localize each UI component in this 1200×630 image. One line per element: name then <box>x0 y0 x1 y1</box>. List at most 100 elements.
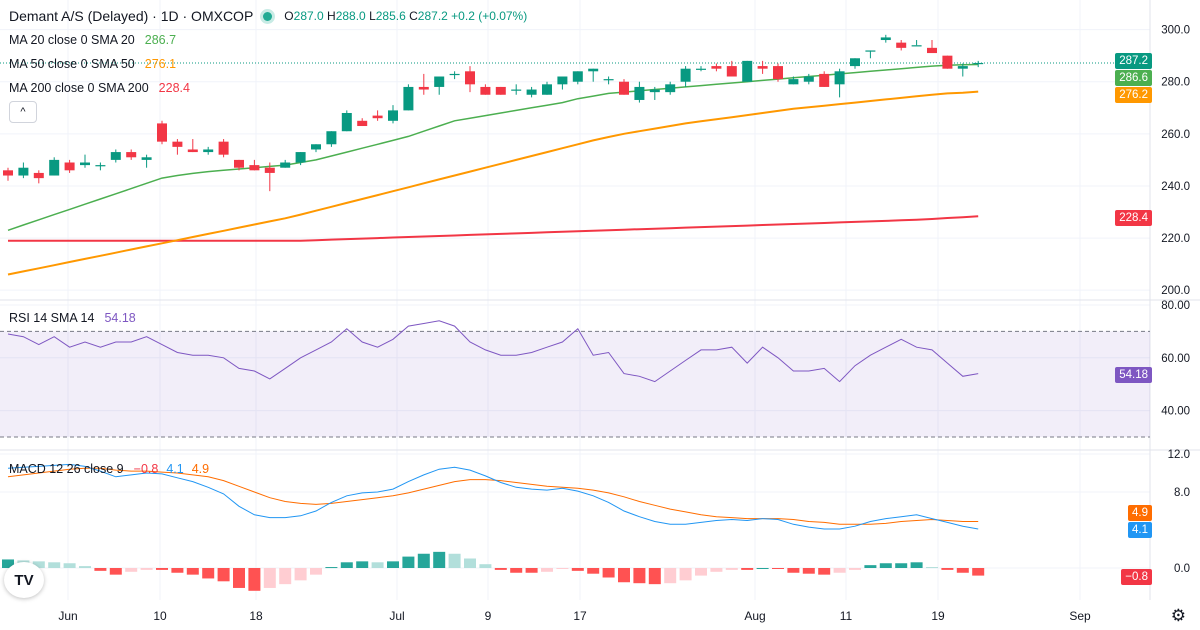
candle-body <box>249 165 260 171</box>
candle-body <box>141 157 152 160</box>
macd-hist-bar <box>818 568 831 575</box>
macd-hist-bar <box>63 563 76 568</box>
macd-hist-bar <box>571 568 584 571</box>
candle-body <box>588 68 599 72</box>
ma200-price-tag: 228.4 <box>1115 210 1152 226</box>
macd-hist-bar <box>402 556 415 568</box>
price-tick-label: 220.0 <box>1161 233 1190 245</box>
candle-body <box>234 159 244 168</box>
macd-hist-bar <box>772 568 784 569</box>
candle-body <box>896 42 907 48</box>
time-tick-label: Aug <box>744 609 765 623</box>
indicator-lines <box>0 62 1150 530</box>
candle-body <box>157 123 167 142</box>
candle-body <box>341 112 352 132</box>
macd-hist-bar <box>664 568 677 584</box>
candle-body <box>526 89 537 95</box>
macd-hist-bar <box>849 568 861 570</box>
candle-body <box>572 71 583 82</box>
macd-hist-bar <box>371 562 384 568</box>
legend-macd[interactable]: MACD 12 26 close 9 −0.8 4.1 4.9 <box>9 462 209 476</box>
candle-body <box>942 55 953 69</box>
change-value: +0.2 (+0.07%) <box>451 9 528 23</box>
candle-body <box>388 110 398 121</box>
collapse-legend-button[interactable]: ^ <box>9 101 37 123</box>
candle-body <box>172 141 183 147</box>
macd-hist-bar <box>741 568 754 570</box>
macd-hist-bar <box>48 562 61 568</box>
time-tick-label: Sep <box>1069 609 1091 623</box>
price-tick-label: 300.0 <box>1161 25 1190 37</box>
candle-body <box>80 162 90 166</box>
macd-hist-bar <box>464 558 476 568</box>
macd-hist-bar <box>417 553 430 568</box>
signal-price-tag: 4.9 <box>1128 505 1152 521</box>
tradingview-logo[interactable]: TV <box>4 562 44 598</box>
macd-line <box>7 463 979 530</box>
candle-body <box>742 60 753 82</box>
macd-signal-value: 4.9 <box>191 462 210 476</box>
macd-hist-bar <box>356 561 369 568</box>
macd-hist-bar <box>79 566 91 568</box>
candle-body <box>726 66 737 77</box>
legend-ma50[interactable]: MA 50 close 0 SMA 50 276.1 <box>9 57 176 71</box>
candle-body <box>696 68 706 70</box>
candle-body <box>33 172 44 179</box>
macd-hist-bar <box>448 553 461 568</box>
legend-ma20[interactable]: MA 20 close 0 SMA 20 286.7 <box>9 33 176 47</box>
candle-body <box>757 66 768 69</box>
legend-header: Demant A/S (Delayed) · 1D · OMXCOP O287.… <box>9 8 527 24</box>
macd-hist-bar <box>479 564 492 568</box>
candle-body <box>403 86 414 111</box>
macd-hist-bar <box>294 568 307 581</box>
macd-hist-bar <box>186 568 199 575</box>
candle-body <box>49 159 60 176</box>
candle-body <box>665 84 676 93</box>
macd-hist-bar <box>956 568 969 573</box>
legend-rsi[interactable]: RSI 14 SMA 14 54.18 <box>9 311 136 325</box>
candle-body <box>95 165 106 167</box>
low-label: L <box>369 9 376 23</box>
candle-body <box>557 76 568 85</box>
macd-histogram <box>2 551 985 591</box>
candle-body <box>634 86 645 100</box>
macd-hist-bar <box>633 568 646 584</box>
price-candles <box>3 34 984 192</box>
ma50-label: MA 50 close 0 SMA 50 <box>9 57 135 71</box>
macd-hist-bar <box>156 568 168 570</box>
high-label: H <box>327 9 336 23</box>
macd-hist-bar <box>310 568 322 575</box>
ma200-label: MA 200 close 0 SMA 200 <box>9 81 149 95</box>
ma200-line <box>8 215 979 242</box>
chevron-up-icon: ^ <box>20 106 26 118</box>
macd-hist-bar <box>725 568 738 570</box>
rsi-line <box>7 320 979 383</box>
rsi-price-tag: 54.18 <box>1115 367 1152 383</box>
candle-body <box>773 66 783 80</box>
rsi-band <box>0 330 1150 438</box>
price-tick-label: 240.0 <box>1161 181 1190 193</box>
candle-body <box>927 47 937 54</box>
candle-body <box>218 141 229 155</box>
macd-hist-bar <box>926 567 938 569</box>
candle-body <box>280 162 291 168</box>
macd-hist-bar <box>556 568 569 569</box>
candle-body <box>418 86 429 90</box>
price-tick-label: 260.0 <box>1161 129 1190 141</box>
legend-ma200[interactable]: MA 200 close 0 SMA 200 228.4 <box>9 81 190 95</box>
macd-hist-bar <box>2 559 14 568</box>
ma20-label: MA 20 close 0 SMA 20 <box>9 33 135 47</box>
macd-hist-bar <box>202 568 215 579</box>
candle-body <box>542 84 552 95</box>
gear-icon[interactable]: ⚙ <box>1170 606 1186 625</box>
macd-hist-bar <box>679 568 692 581</box>
macd-hist-bar <box>618 568 630 583</box>
candle-body <box>203 149 214 153</box>
axis-labels: 300.0 280.0 260.0 240.0 220.0 200.0 80.00 60.00… <box>58 25 1190 623</box>
macd-hist-bar <box>879 563 892 568</box>
macd-hist-bar <box>248 568 261 591</box>
macd-hist-bar <box>325 567 338 569</box>
candle-body <box>803 76 814 82</box>
candle-body <box>911 45 922 47</box>
